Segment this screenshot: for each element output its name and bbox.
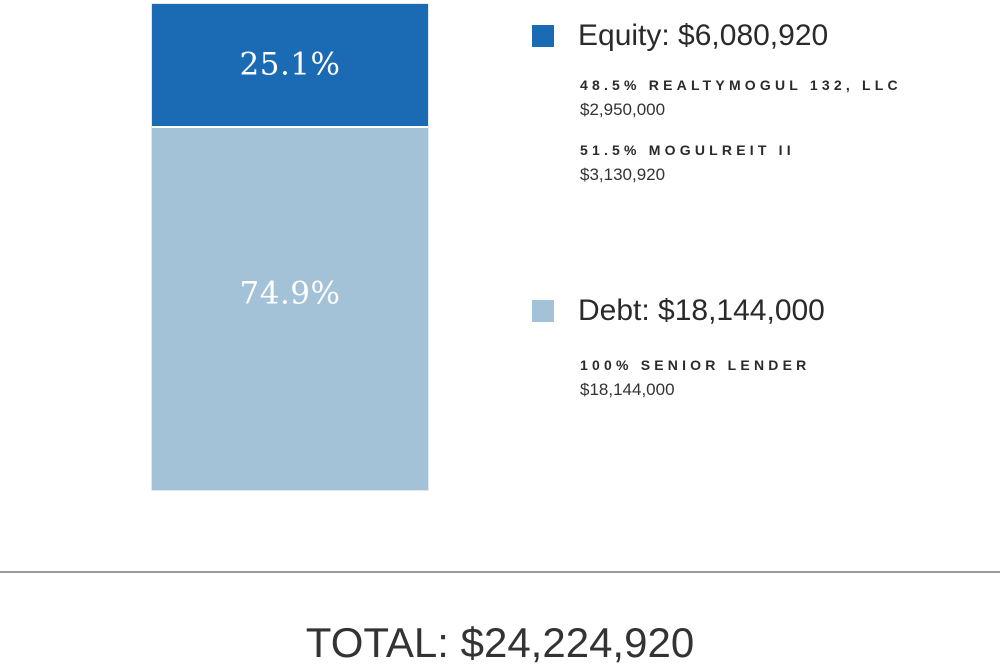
holder-name: 48.5% REALTYMOGUL 132, LLC — [580, 77, 902, 93]
debt-segment — [152, 128, 428, 490]
equity-holder-1: 48.5% REALTYMOGUL 132, LLC $2,950,000 — [580, 76, 902, 120]
holder-amount: $18,144,000 — [580, 380, 675, 399]
divider — [0, 571, 1000, 573]
equity-holder-2: 51.5% MOGULREIT II $3,130,920 — [580, 141, 902, 185]
holder-amount: $2,950,000 — [580, 100, 666, 119]
equity-segment — [152, 4, 428, 126]
equity-legend: Equity: $6,080,920 48.5% REALTYMOGUL 132… — [532, 18, 902, 185]
equity-legend-swatch — [532, 25, 554, 47]
debt-legend: Debt: $18,144,000 100% SENIOR LENDER $18… — [532, 293, 825, 400]
equity-percent-label: 25.1% — [239, 46, 341, 83]
capital-stack-bar: 25.1% 74.9% — [151, 3, 429, 491]
debt-percent-label: 74.9% — [239, 275, 341, 312]
holder-name: 51.5% MOGULREIT II — [580, 142, 795, 158]
holder-name: 100% SENIOR LENDER — [580, 357, 811, 373]
debt-holder-1: 100% SENIOR LENDER $18,144,000 — [580, 356, 825, 400]
total-label: TOTAL: $24,224,920 — [305, 619, 695, 666]
debt-legend-swatch — [532, 300, 554, 322]
equity-legend-title: Equity: $6,080,920 — [578, 19, 829, 52]
holder-amount: $3,130,920 — [580, 165, 666, 184]
debt-legend-title: Debt: $18,144,000 — [578, 294, 825, 327]
